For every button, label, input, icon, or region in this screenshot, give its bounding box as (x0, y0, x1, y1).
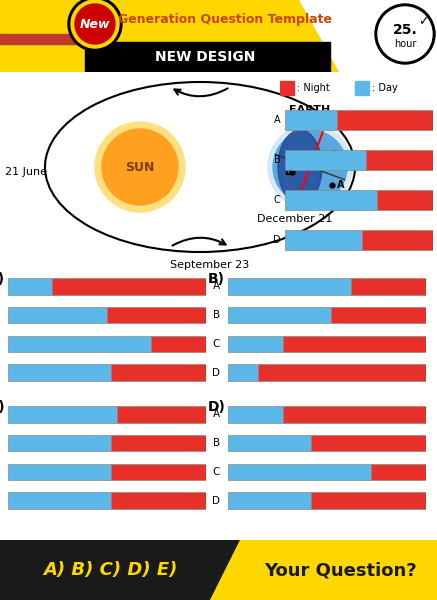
Text: A: A (213, 409, 220, 419)
Polygon shape (0, 540, 240, 600)
Text: NEW DESIGN: NEW DESIGN (155, 50, 255, 64)
Text: Generation Question Template: Generation Question Template (118, 13, 332, 26)
Text: hour: hour (394, 39, 416, 49)
Circle shape (68, 0, 122, 51)
Bar (280, 81, 294, 95)
Polygon shape (210, 540, 437, 600)
Bar (284, 406, 426, 423)
Polygon shape (0, 0, 340, 72)
Text: 21 June: 21 June (5, 167, 47, 177)
Ellipse shape (278, 130, 322, 204)
Bar (228, 307, 331, 323)
Bar (311, 435, 426, 451)
Bar (228, 278, 351, 295)
Bar (8, 278, 52, 295)
Circle shape (102, 129, 178, 205)
Bar (8, 492, 111, 509)
Bar (284, 335, 426, 352)
Bar (8, 464, 111, 480)
Bar (228, 364, 258, 381)
Circle shape (375, 4, 435, 64)
Bar (111, 435, 206, 451)
Text: 25.: 25. (392, 23, 417, 37)
Bar (0, 34, 85, 44)
Bar (228, 335, 284, 352)
Text: : Night: : Night (297, 83, 330, 93)
Text: : Day: : Day (372, 83, 398, 93)
Bar (366, 150, 433, 170)
Bar (228, 435, 311, 451)
Text: D: D (284, 167, 292, 177)
Circle shape (378, 7, 432, 61)
Bar (337, 110, 433, 130)
Text: D: D (273, 235, 281, 245)
Text: B: B (274, 155, 281, 165)
Polygon shape (85, 42, 330, 72)
Bar (258, 364, 426, 381)
Bar (117, 406, 206, 423)
Polygon shape (300, 0, 437, 72)
Bar (8, 335, 151, 352)
Text: B: B (213, 438, 220, 448)
Text: B: B (330, 150, 337, 160)
Text: C: C (274, 195, 281, 205)
Text: C: C (213, 339, 220, 349)
Bar (8, 435, 111, 451)
Text: New: New (80, 17, 110, 31)
Bar (228, 464, 371, 480)
Bar (311, 492, 426, 509)
Bar (8, 406, 117, 423)
Circle shape (75, 4, 115, 44)
Text: B: B (213, 310, 220, 320)
Bar (362, 230, 433, 250)
Bar (107, 307, 206, 323)
Text: A): A) (0, 272, 5, 286)
Bar (351, 278, 426, 295)
Text: A) B) C) D) E): A) B) C) D) E) (43, 561, 177, 579)
Bar (377, 190, 433, 210)
Text: ✓: ✓ (418, 16, 428, 28)
Text: B): B) (208, 272, 225, 286)
Text: Your Question?: Your Question? (264, 561, 416, 579)
Bar (285, 190, 377, 210)
Text: EARTH: EARTH (289, 105, 331, 115)
Bar (151, 335, 206, 352)
Circle shape (95, 122, 185, 212)
Bar (8, 364, 111, 381)
Text: SUN: SUN (125, 161, 155, 173)
Text: D: D (212, 496, 220, 506)
Bar (331, 307, 426, 323)
Text: A: A (337, 180, 344, 190)
Bar (111, 464, 206, 480)
Text: D: D (212, 368, 220, 377)
Bar (355, 81, 369, 95)
Bar (371, 464, 426, 480)
Text: March 21: March 21 (174, 64, 226, 74)
Text: C: C (297, 154, 304, 164)
Bar (285, 150, 366, 170)
Bar (228, 406, 284, 423)
Circle shape (71, 0, 119, 48)
Bar (228, 492, 311, 509)
Text: D): D) (208, 400, 226, 414)
Text: September 23: September 23 (170, 260, 250, 270)
Text: C: C (213, 467, 220, 477)
Bar (285, 230, 362, 250)
Circle shape (268, 125, 352, 209)
Text: December 21: December 21 (257, 214, 333, 224)
Circle shape (273, 130, 347, 204)
Bar (111, 492, 206, 509)
Bar (285, 110, 337, 130)
Text: A: A (274, 115, 281, 125)
Text: C): C) (0, 400, 5, 414)
Bar (8, 307, 107, 323)
Bar (111, 364, 206, 381)
Text: A: A (213, 281, 220, 292)
Bar (52, 278, 206, 295)
